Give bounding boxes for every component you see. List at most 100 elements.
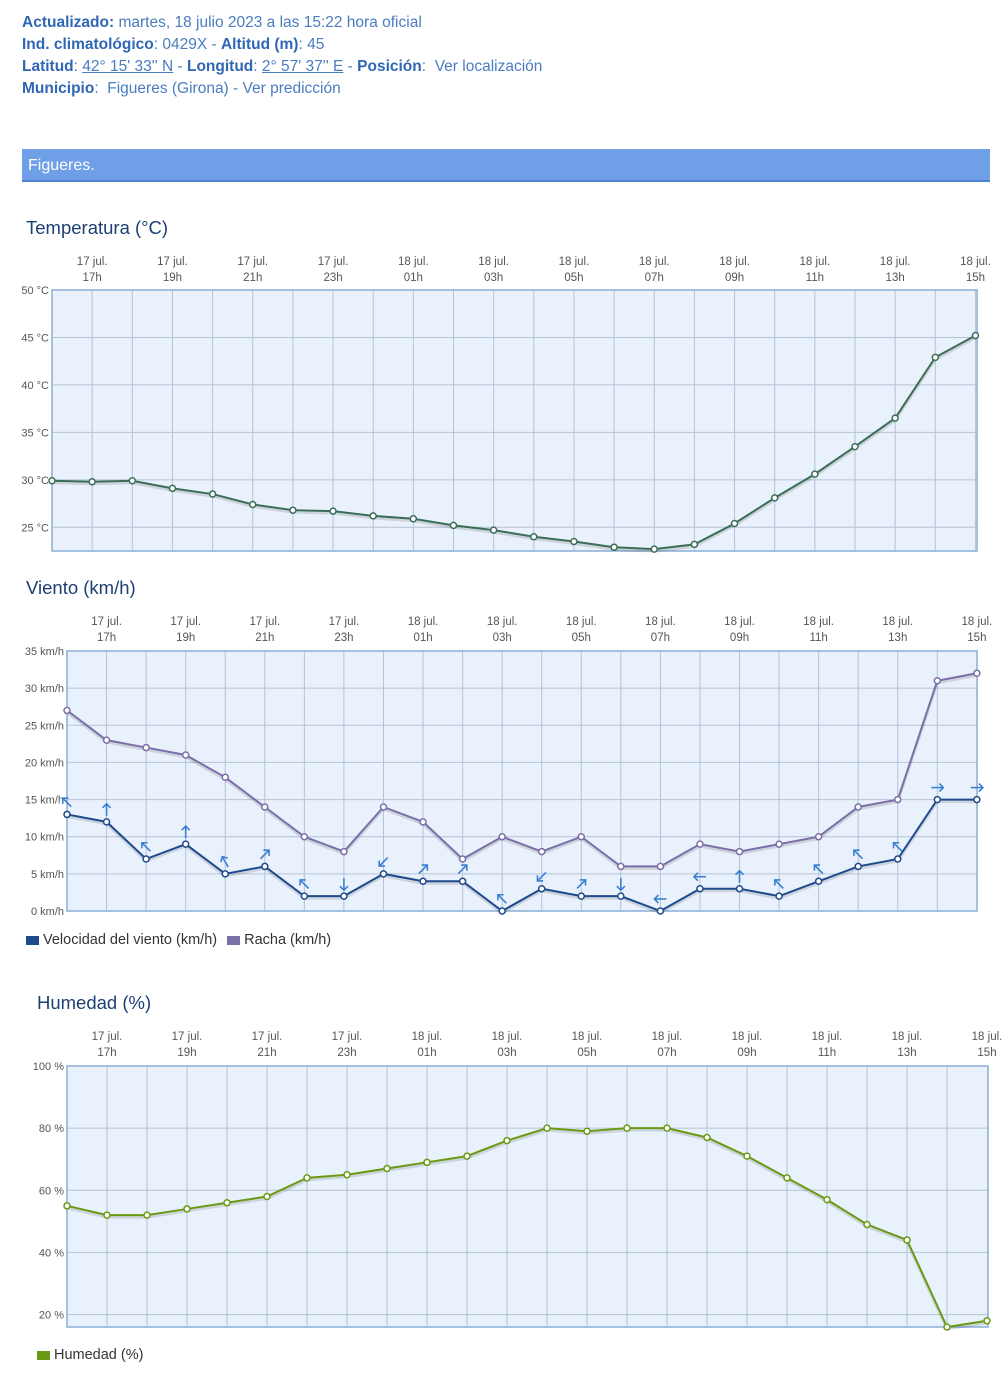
- legend-swatch-humidity: [37, 1350, 50, 1360]
- station-info: Actualizado: martes, 18 julio 2023 a las…: [22, 12, 542, 100]
- x-tick-hour: 17h: [97, 1047, 116, 1059]
- data-point: [458, 877, 467, 886]
- wind-direction-arrow: [101, 802, 112, 816]
- wind-direction-arrow: [536, 871, 547, 882]
- legend-item-humidity[interactable]: Humedad (%): [37, 1347, 143, 1363]
- arrow-head: [497, 893, 504, 901]
- view-location-link[interactable]: Ver localización: [434, 58, 543, 75]
- x-tick-hour: 19h: [176, 632, 195, 644]
- wind-direction-arrow: [813, 864, 824, 875]
- wind-direction-arrow: [774, 879, 784, 889]
- x-tick-hour: 21h: [257, 1047, 276, 1059]
- x-tick-hour: 11h: [806, 272, 824, 284]
- data-point: [503, 1136, 511, 1145]
- x-tick-hour: 13h: [897, 1047, 916, 1059]
- x-tick-date: 17 jul.: [77, 256, 108, 268]
- longitude-value: 2° 57' 37'' E: [261, 58, 344, 75]
- data-point: [300, 832, 309, 841]
- data-point: [463, 1152, 471, 1160]
- y-tick-label: 50 °C: [21, 285, 49, 297]
- x-tick-hour: 23h: [323, 272, 342, 284]
- data-point: [663, 1124, 671, 1132]
- x-tick-hour: 01h: [404, 272, 423, 284]
- x-tick-date: 18 jul.: [566, 616, 597, 628]
- data-point: [703, 1133, 711, 1142]
- x-tick-date: 18 jul.: [812, 1031, 843, 1043]
- y-tick-label: 30 °C: [21, 475, 49, 487]
- series-line-1: [66, 672, 978, 868]
- x-tick-date: 18 jul.: [960, 256, 991, 268]
- arrow-shaft: [62, 797, 72, 808]
- data-point: [63, 1202, 71, 1210]
- x-tick-date: 18 jul.: [803, 616, 834, 628]
- data-point: [449, 521, 458, 530]
- data-point: [498, 832, 506, 841]
- plot-frame: [66, 650, 978, 912]
- longitude-label: Longitud: [187, 58, 254, 75]
- data-point: [854, 862, 862, 871]
- arrow-head: [339, 885, 349, 892]
- view-forecast-link[interactable]: Ver predicción: [242, 80, 341, 97]
- x-tick-date: 18 jul.: [962, 616, 993, 628]
- arrow-shaft: [813, 864, 824, 875]
- x-tick-date: 18 jul.: [645, 616, 676, 628]
- wind-direction-arrow: [181, 825, 191, 839]
- wind-direction-arrow: [576, 879, 587, 889]
- x-tick-hour: 03h: [484, 272, 503, 284]
- data-point: [863, 1220, 871, 1229]
- x-tick-hour: 05h: [577, 1047, 596, 1059]
- x-tick-hour: 11h: [818, 1047, 836, 1059]
- x-tick-hour: 13h: [886, 272, 905, 284]
- x-tick-hour: 23h: [334, 632, 353, 644]
- data-point: [891, 414, 899, 422]
- arrow-shaft: [497, 894, 507, 904]
- legend-swatch-gust: [227, 935, 241, 945]
- station-label: Ind. climatológico: [22, 36, 154, 53]
- y-tick-label: 30 km/h: [25, 683, 64, 695]
- data-point: [894, 795, 902, 804]
- wind-direction-arrow: [141, 841, 151, 852]
- temperature-chart: 25 °C 30 °C 35 °C 40 °C 45 °C 50 °C 17 jul. 17h…: [21, 256, 991, 553]
- data-point: [340, 892, 348, 900]
- wind-direction-arrow: [418, 864, 429, 875]
- x-tick-hour: 09h: [725, 272, 744, 284]
- legend-item-gust[interactable]: Racha (km/h): [227, 932, 331, 948]
- plot-frame: [51, 289, 978, 552]
- x-tick-hour: 15h: [967, 632, 986, 644]
- x-tick-hour: 03h: [493, 632, 512, 644]
- x-tick-date: 18 jul.: [492, 1031, 523, 1043]
- wind-legend: Velocidad del viento (km/h) Racha (km/h): [26, 932, 337, 948]
- data-point: [610, 543, 618, 551]
- municipality-label: Municipio: [22, 80, 95, 97]
- x-tick-date: 18 jul.: [398, 256, 429, 268]
- wind-direction-arrow: [653, 894, 667, 904]
- x-tick-date: 18 jul.: [639, 256, 670, 268]
- arrow-head: [220, 855, 228, 863]
- data-point: [743, 1152, 751, 1160]
- wind-chart-title: Viento (km/h): [26, 577, 136, 598]
- latitude-label: Latitud: [22, 58, 74, 75]
- x-tick-hour: 07h: [645, 272, 664, 284]
- data-point: [103, 1211, 111, 1219]
- x-tick-date: 17 jul.: [92, 1031, 123, 1043]
- series-line-0: [51, 334, 976, 551]
- latitude-sep: :: [73, 58, 78, 75]
- arrow-head: [813, 864, 821, 871]
- legend-item-wind-speed[interactable]: Velocidad del viento (km/h): [26, 932, 217, 948]
- data-point: [623, 1124, 631, 1132]
- wind-direction-arrow: [970, 783, 985, 793]
- y-tick-label: 20 km/h: [25, 757, 64, 769]
- arrow-head: [734, 869, 745, 876]
- data-point: [300, 892, 309, 900]
- arrow-head: [653, 894, 659, 904]
- series-line-0: [66, 1127, 988, 1329]
- x-tick-date: 18 jul.: [412, 1031, 443, 1043]
- y-tick-label: 100 %: [33, 1061, 64, 1073]
- x-tick-hour: 03h: [497, 1047, 516, 1059]
- data-point: [223, 1198, 231, 1207]
- arrow-head: [774, 879, 781, 886]
- data-point: [537, 884, 546, 893]
- data-point: [530, 533, 538, 541]
- arrow-shaft: [221, 856, 229, 868]
- wind-direction-arrow: [616, 878, 626, 892]
